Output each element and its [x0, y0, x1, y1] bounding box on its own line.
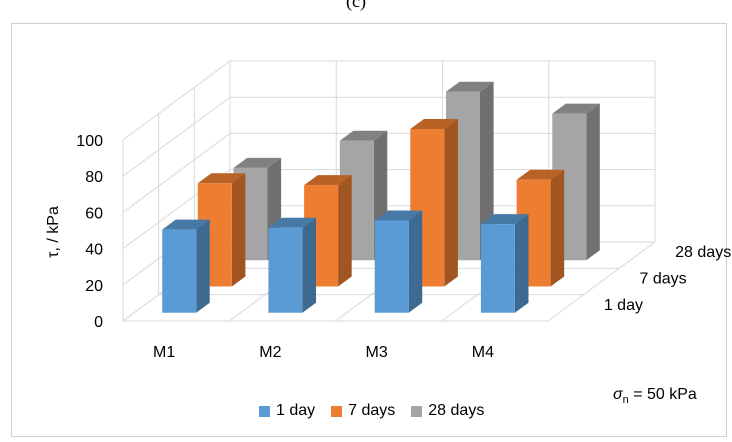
bar-side	[480, 81, 494, 261]
sigma-subscript: n	[622, 394, 629, 407]
legend-swatch	[411, 405, 423, 417]
bar-top	[233, 157, 282, 168]
sigma-symbol: σ	[613, 386, 623, 403]
bar-1-day-M4	[480, 214, 529, 313]
bar-top	[516, 169, 565, 180]
bar-side	[586, 103, 600, 261]
depth-label: 1 day	[604, 297, 643, 314]
bar-side	[231, 173, 246, 287]
y-tick-label: 20	[85, 278, 103, 295]
sigma-annotation: σn = 50 kPa	[613, 386, 697, 406]
bar-side	[550, 169, 565, 287]
legend-label: 7 days	[348, 402, 396, 419]
bar-top	[339, 130, 388, 141]
bar-top	[480, 214, 529, 225]
x-tick-label: M1	[153, 344, 175, 361]
y-tick-label: 0	[94, 314, 103, 331]
chart-legend: 1 day 7 days 28 days	[259, 402, 484, 420]
legend-label: 1 day	[276, 402, 316, 419]
y-tick-label: 40	[85, 242, 103, 259]
bar-1-day-M1	[162, 219, 210, 313]
y-tick-label: 80	[85, 169, 103, 186]
bar-top	[162, 219, 210, 230]
legend-item-7-days: 7 days	[331, 402, 395, 420]
legend-label: 28 days	[428, 402, 485, 419]
y-tick-label: 60	[85, 205, 103, 222]
bar-top	[374, 210, 423, 221]
legend-item-28-days: 28 days	[411, 402, 484, 420]
sigma-value: = 50 kPa	[628, 386, 697, 403]
bar-side	[444, 119, 458, 287]
bar-1-day-M2	[268, 217, 316, 313]
bar-top	[410, 119, 458, 129]
x-tick-label: M3	[366, 344, 388, 361]
bar-side	[408, 210, 423, 313]
x-tick-label: M4	[472, 344, 494, 361]
depth-label: 28 days	[675, 244, 731, 261]
bar-front	[162, 229, 197, 313]
legend-item-1-day: 1 day	[259, 402, 315, 420]
bar-side	[196, 219, 210, 313]
bar-side	[302, 217, 316, 313]
bar-top	[197, 173, 246, 184]
x-tick-label: M2	[259, 344, 281, 361]
chart-labels: 0 20 40 60 80 100 τ, / kPa M1 M2 M3 M4 1 day 7 days 2…	[45, 133, 731, 361]
bar-top	[552, 103, 600, 114]
bar-side	[514, 214, 529, 313]
legend-swatch	[259, 405, 270, 417]
bar-front	[374, 220, 409, 313]
y-tick-label: 100	[76, 133, 103, 150]
gridline	[547, 241, 656, 322]
bar-top	[446, 81, 494, 92]
bar-front	[480, 224, 515, 313]
legend-swatch	[331, 405, 343, 417]
bar-top	[268, 217, 316, 228]
y-axis-title: τ, / kPa	[45, 206, 62, 258]
bar-side	[338, 175, 352, 287]
panel-label: (c)	[346, 0, 366, 11]
chart-bars	[162, 81, 600, 313]
depth-label: 7 days	[640, 271, 687, 288]
bar-1-day-M3	[374, 210, 423, 313]
bar-front	[268, 227, 303, 313]
bar-top	[304, 175, 352, 186]
